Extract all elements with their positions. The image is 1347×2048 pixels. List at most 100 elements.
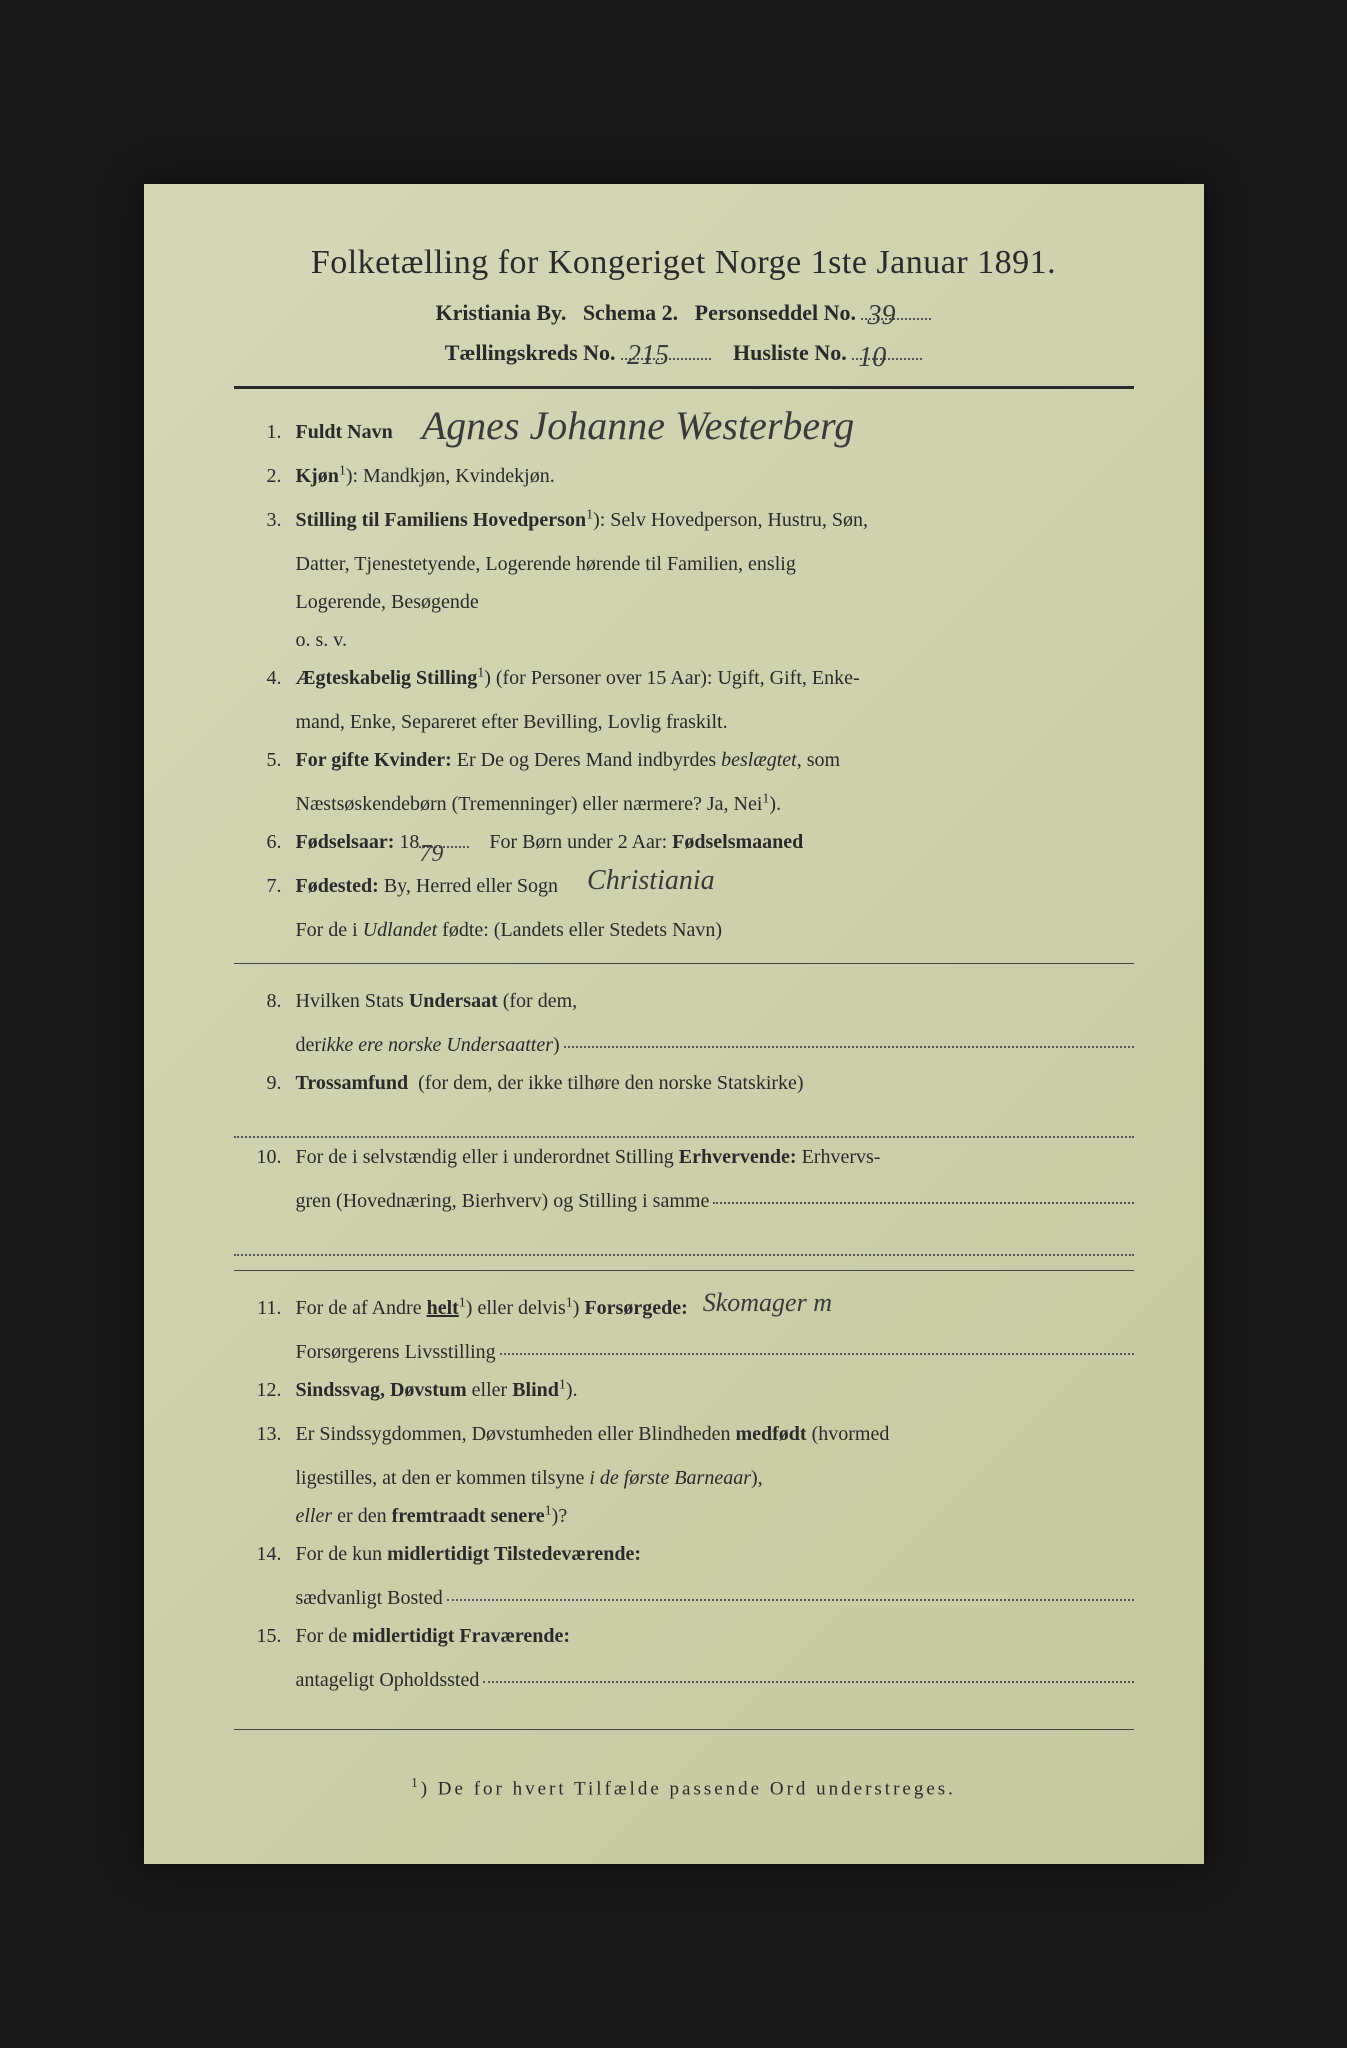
page-container: Folketælling for Kongeriget Norge 1ste J… — [0, 0, 1347, 2048]
provider-value: Skomager m — [703, 1278, 832, 1327]
field-12-num: 12. — [234, 1371, 296, 1409]
field-2-text: ): Mandkjøn, Kvindekjøn. — [346, 465, 555, 487]
field-6-label2: Fødselsmaaned — [672, 831, 803, 853]
field-13-line3: eller er den fremtraadt senere1)? — [234, 1497, 1134, 1535]
field-11-bold1: helt — [427, 1297, 459, 1319]
field-10-text1: For de i selvstændig eller i underordnet… — [296, 1146, 679, 1168]
field-14-row: 14. For de kun midlertidigt Tilstedevære… — [234, 1535, 1134, 1573]
field-10-text2: gren (Hovednæring, Bierhverv) og Stillin… — [296, 1182, 710, 1220]
field-5-text1: Er De og Deres Mand indbyrdes — [457, 749, 721, 771]
field-5-content: For gifte Kvinder: Er De og Deres Mand i… — [296, 741, 1134, 779]
field-6-label: Fødselsaar: — [296, 831, 395, 853]
field-13-bold3: fremtraadt senere — [392, 1505, 545, 1527]
field-15-row: 15. For de midlertidigt Fraværende: — [234, 1617, 1134, 1655]
field-1-content: Fuldt Navn Agnes Johanne Westerberg — [296, 413, 1134, 451]
field-6-text2: For Børn under 2 Aar: — [489, 831, 672, 853]
field-8-text1: Hvilken Stats — [296, 990, 409, 1012]
field-11-text1: For de af Andre — [296, 1297, 427, 1319]
field-13-content: Er Sindssygdommen, Døvstumheden eller Bl… — [296, 1415, 1134, 1453]
section-divider-2 — [234, 1270, 1134, 1271]
field-13-text3c: )? — [552, 1505, 568, 1527]
field-9-blank — [234, 1108, 1134, 1138]
field-8-blank — [564, 1026, 1134, 1048]
field-14-content: For de kun midlertidigt Tilstedeværende: — [296, 1535, 1134, 1573]
field-11-sup1: 1 — [459, 1295, 466, 1310]
field-15-text1: For de — [296, 1625, 353, 1647]
field-1-row: 1. Fuldt Navn Agnes Johanne Westerberg — [234, 413, 1134, 451]
birthplace-value: Christiania — [587, 854, 715, 907]
field-4-num: 4. — [234, 659, 296, 697]
field-4-row: 4. Ægteskabelig Stilling1) (for Personer… — [234, 659, 1134, 697]
field-10-bold1: Erhvervende: — [679, 1146, 797, 1168]
form-header: Folketælling for Kongeriget Norge 1ste J… — [234, 244, 1134, 366]
field-3-row: 3. Stilling til Familiens Hovedperson1):… — [234, 501, 1134, 539]
field-9-label: Trossamfund — [296, 1072, 409, 1094]
birth-year-value: 79 — [419, 832, 443, 878]
field-12-text: eller — [467, 1379, 513, 1401]
field-7-text1: By, Herred eller Sogn — [384, 875, 558, 897]
field-4-content: Ægteskabelig Stilling1) (for Personer ov… — [296, 659, 1134, 697]
field-10-row: 10. For de i selvstændig eller i underor… — [234, 1138, 1134, 1176]
person-label: Personseddel No. — [695, 300, 856, 325]
field-5-line2: Næstsøskendebørn (Tremenninger) eller næ… — [234, 785, 1134, 823]
field-13-text3b: er den — [332, 1505, 391, 1527]
field-9-text: (for dem, der ikke tilhøre den norske St… — [418, 1072, 803, 1094]
field-13-italic2: i de første Barneaar — [589, 1467, 751, 1489]
field-12-content: Sindssvag, Døvstum eller Blind1). — [296, 1371, 1134, 1409]
schema-label: Schema 2. — [583, 300, 678, 325]
field-10-text1b: Erhvervs- — [797, 1146, 881, 1168]
field-3-line3: Logerende, Besøgende — [234, 583, 1134, 621]
field-9-num: 9. — [234, 1064, 296, 1102]
field-4-label: Ægteskabelig Stilling — [296, 667, 478, 689]
field-2-num: 2. — [234, 457, 296, 495]
field-3-line4: o. s. v. — [234, 621, 1134, 659]
field-2-sup: 1 — [339, 463, 346, 478]
form-title: Folketælling for Kongeriget Norge 1ste J… — [234, 244, 1134, 282]
field-5-text1b: , som — [797, 749, 840, 771]
field-7-label: Fødested: — [296, 875, 379, 897]
field-11-row: 11. For de af Andre helt1) eller delvis1… — [234, 1289, 1134, 1327]
field-8-row: 8. Hvilken Stats Undersaat (for dem, — [234, 982, 1134, 1020]
field-13-line2: ligestilles, at den er kommen tilsyne i … — [234, 1459, 1134, 1497]
field-11-line2: Forsørgerens Livsstilling — [234, 1333, 1134, 1371]
field-12-row: 12. Sindssvag, Døvstum eller Blind1). — [234, 1371, 1134, 1409]
field-7-text2a: For de i — [296, 919, 363, 941]
field-7-text2b: fødte: (Landets eller Stedets Navn) — [437, 919, 722, 941]
field-5-label: For gifte Kvinder: — [296, 749, 452, 771]
full-name-value: Agnes Johanne Westerberg — [422, 388, 855, 464]
husliste-label: Husliste No. — [733, 340, 847, 365]
field-11-blank — [500, 1333, 1134, 1355]
form-body: 1. Fuldt Navn Agnes Johanne Westerberg 2… — [234, 413, 1134, 1807]
field-9-row: 9. Trossamfund (for dem, der ikke tilhør… — [234, 1064, 1134, 1102]
field-15-bold1: midlertidigt Fraværende: — [352, 1625, 570, 1647]
field-5-text2: Næstsøskendebørn (Tremenninger) eller næ… — [296, 793, 763, 815]
field-6-num: 6. — [234, 823, 296, 861]
field-4-line2: mand, Enke, Separeret efter Bevilling, L… — [234, 703, 1134, 741]
field-3-text1: ): Selv Hovedperson, Hustru, Søn, — [593, 509, 868, 531]
field-14-num: 14. — [234, 1535, 296, 1573]
field-10-blank — [713, 1182, 1133, 1204]
field-3-line2: Datter, Tjenestetyende, Logerende hørend… — [234, 545, 1134, 583]
field-7-row: 7. Fødested: By, Herred eller Sogn Chris… — [234, 867, 1134, 905]
kreds-label: Tællingskreds No. — [445, 340, 616, 365]
field-8-text2a: der — [296, 1026, 322, 1064]
field-4-text1: ) (for Personer over 15 Aar): Ugift, Gif… — [484, 667, 859, 689]
field-15-content: For de midlertidigt Fraværende: — [296, 1617, 1134, 1655]
form-subtitle-2: Tællingskreds No. 215 Husliste No. 10 — [234, 340, 1134, 366]
field-12-label: Sindssvag, Døvstum — [296, 1379, 467, 1401]
field-15-blank — [483, 1661, 1133, 1683]
field-13-num: 13. — [234, 1415, 296, 1453]
field-13-text1a: Er Sindssygdommen, Døvstumheden eller Bl… — [296, 1423, 736, 1445]
field-5-num: 5. — [234, 741, 296, 779]
field-14-bold1: midlertidigt Tilstedeværende: — [387, 1543, 641, 1565]
form-subtitle-1: Kristiania By. Schema 2. Personseddel No… — [234, 300, 1134, 326]
field-10-blank2 — [234, 1226, 1134, 1256]
field-14-line2: sædvanligt Bosted — [234, 1579, 1134, 1617]
field-9-content: Trossamfund (for dem, der ikke tilhøre d… — [296, 1064, 1134, 1102]
field-11-sup2: 1 — [566, 1295, 573, 1310]
husliste-number-value: 10 — [858, 342, 886, 374]
field-5-text2b: ). — [769, 793, 781, 815]
field-13-bold1: medfødt — [735, 1423, 806, 1445]
footnote-sup: 1 — [411, 1775, 421, 1790]
field-3-num: 3. — [234, 501, 296, 539]
